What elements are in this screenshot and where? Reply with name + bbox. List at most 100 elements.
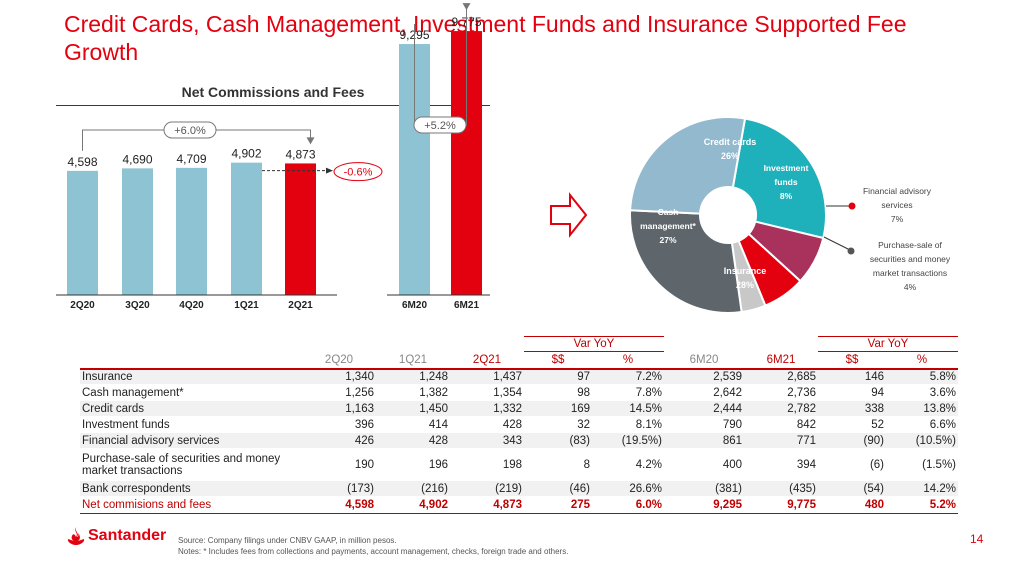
table-cell: 1,332 [450, 400, 524, 417]
table-row: Investment funds 396 414 428 32 8.1% 790 842 52 6… [80, 416, 958, 433]
table-total-row: Net commisions and fees 4,598 4,902 4,873 27… [80, 496, 958, 514]
table-row: Financial advisory services 426 428 343 (83)… [80, 432, 958, 449]
row-label: Credit cards [80, 400, 302, 417]
donut-slice-0 [731, 117, 827, 240]
table-cell: (19.5%) [592, 432, 664, 449]
table-cell: 1,163 [302, 400, 376, 417]
quarter-value-label: 4,902 [231, 147, 261, 161]
slice-label-investment-funds: funds [774, 177, 797, 187]
footer-source: Source: Company filings under CNBV GAAP,… [178, 536, 397, 545]
row-label: Bank correspondents [80, 480, 302, 497]
slice-label-purchase-sale: securities and money [870, 254, 951, 264]
table-cell: (381) [664, 480, 744, 497]
total-label: Net commisions and fees [80, 496, 302, 514]
row-label: Insurance [80, 368, 302, 385]
table-cell: 1,354 [450, 384, 524, 401]
table-cell: (219) [450, 480, 524, 497]
quarter-bar-1Q21 [231, 162, 262, 295]
footer-notes-text: Notes: * Includes fees from collections … [178, 547, 569, 556]
slice-label-financial-advisory: services [881, 200, 912, 210]
bracket-arrow-icon [306, 137, 315, 145]
table-cell: (54) [818, 480, 886, 497]
table-cell: 6.6% [886, 416, 958, 433]
callout-line-purchase [823, 236, 851, 251]
table-cell: 98 [524, 384, 592, 401]
total-cell: 5.2% [886, 496, 958, 514]
growth-badge-label: +6.0% [174, 125, 206, 137]
donut-slice-4 [629, 209, 743, 314]
callout-dot-advisory [848, 202, 856, 210]
right-arrow-icon [550, 192, 588, 238]
table-cell: 1,248 [376, 368, 450, 385]
total-cell: 4,902 [376, 496, 450, 514]
change-badge [333, 162, 383, 182]
table-cell: 146 [818, 368, 886, 385]
slice-label-financial-advisory: Financial advisory [863, 186, 932, 196]
total-cell: 6.0% [592, 496, 664, 514]
table-row: Credit cards 1,163 1,450 1,332 169 14.5% 2,444… [80, 400, 958, 417]
page-title: Credit Cards, Cash Management, Investmen… [64, 11, 907, 65]
logo-text: Santander [88, 527, 167, 544]
semester-growth-label: +5.2% [424, 120, 456, 132]
row-label: Purchase-sale of securities and money mar… [80, 448, 302, 481]
semester-growth-badge [413, 116, 467, 134]
table-cell: (6) [818, 448, 886, 481]
row-label: Financial advisory services [80, 432, 302, 449]
table-cell: 1,340 [302, 368, 376, 385]
slice-label-cash-management: Cash [658, 207, 679, 217]
callout-dot-purchase [847, 247, 855, 255]
table-cell: 394 [744, 448, 818, 481]
var-yoy-header: Var YoY [818, 336, 958, 352]
table-cell: 1,256 [302, 384, 376, 401]
table-cell: (1.5%) [886, 448, 958, 481]
slice-label-credit-cards: Credit cards [704, 137, 757, 147]
quarter-bar-2Q20 [67, 170, 98, 295]
quarter-tick-label: 1Q21 [234, 300, 259, 311]
slice-label-cash-management: 27% [659, 235, 676, 245]
table-cell: 428 [450, 416, 524, 433]
chart-title: Net Commissions and Fees [56, 84, 490, 106]
quarter-bar-4Q20 [176, 167, 207, 295]
semester-bracket-arrow-icon [462, 3, 471, 11]
quarter-tick-label: 4Q20 [179, 300, 204, 311]
table-cell: (435) [744, 480, 818, 497]
slice-label-insurance: 28% [736, 280, 754, 290]
quarter-value-label: 4,873 [285, 147, 315, 161]
header-spacer [376, 337, 450, 352]
slice-label-purchase-sale: market transactions [873, 268, 947, 278]
page-number: 14 [970, 532, 984, 546]
semester-tick-label: 6M21 [454, 300, 479, 311]
table-cell: 343 [450, 432, 524, 449]
total-cell: 4,873 [450, 496, 524, 514]
slice-label-purchase-sale: 4% [904, 282, 917, 292]
table-cell: 8 [524, 448, 592, 481]
table-cell: 790 [664, 416, 744, 433]
table-cell: (46) [524, 480, 592, 497]
quarter-value-label: 4,598 [67, 155, 97, 169]
table-cell: 7.8% [592, 384, 664, 401]
table-cell: 338 [818, 400, 886, 417]
change-badge-label: -0.6% [344, 167, 373, 179]
column-header: % [592, 351, 664, 370]
table-cell: (90) [818, 432, 886, 449]
table-cell: 190 [302, 448, 376, 481]
table-cell: (10.5%) [886, 432, 958, 449]
table-header-row: 2Q20 1Q21 2Q21 $$% 6M20 6M21 $$% [80, 351, 958, 370]
table-cell: 198 [450, 448, 524, 481]
quarter-value-label: 4,690 [122, 152, 152, 166]
fees-table: Var YoY Var YoY 2Q20 1Q21 2Q21 $$% 6M20 6M21 $$%… [80, 336, 958, 514]
column-header: 6M21 [744, 351, 818, 370]
charts-canvas: 4,598 2Q20 4,690 3Q20 4,709 4Q20 4,902 1Q21 4,87… [56, 3, 951, 314]
slice-label-financial-advisory: 7% [891, 214, 904, 224]
change-arrow-icon [326, 167, 333, 174]
table-cell: 8.1% [592, 416, 664, 433]
table-cell: 5.8% [886, 368, 958, 385]
total-cell: 9,775 [744, 496, 818, 514]
column-header: $$ [524, 351, 592, 370]
slice-label-cash-management: management* [640, 221, 696, 231]
total-cell: 4,598 [302, 496, 376, 514]
table-cell: 400 [664, 448, 744, 481]
table-cell: 771 [744, 432, 818, 449]
table-cell: 2,539 [664, 368, 744, 385]
header-spacer [744, 337, 818, 352]
